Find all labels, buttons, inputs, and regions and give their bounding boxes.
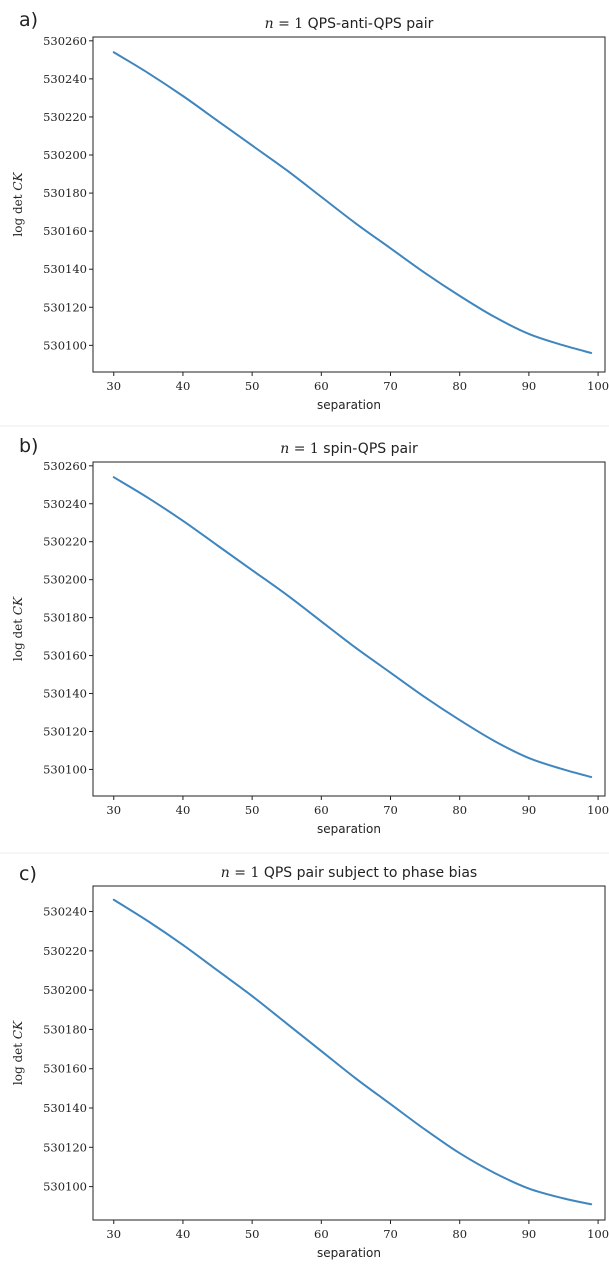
panel-label: b) xyxy=(19,435,38,457)
title-equals: = 1 xyxy=(289,441,323,457)
series-line-1 xyxy=(112,476,593,779)
chart-title: n = 1 QPS pair subject to phase bias xyxy=(221,865,477,881)
x-tick-label: 40 xyxy=(176,803,191,817)
x-tick-label: 60 xyxy=(314,1227,329,1241)
y-tick-label: 530160 xyxy=(43,649,87,663)
x-tick-label: 60 xyxy=(314,379,329,393)
y-tick-label: 530200 xyxy=(43,148,87,162)
y-axis-label: log det CK xyxy=(11,1020,25,1085)
y-tick-label: 530220 xyxy=(43,944,87,958)
x-tick-label: 80 xyxy=(452,1227,467,1241)
y-label-variable: CK xyxy=(11,1020,25,1039)
y-tick-label: 530100 xyxy=(43,338,87,352)
y-tick-label: 530200 xyxy=(43,983,87,997)
x-tick-label: 30 xyxy=(106,379,121,393)
title-text: spin-QPS pair xyxy=(323,441,418,457)
y-tick-label: 530140 xyxy=(43,687,87,701)
y-tick-label: 530120 xyxy=(43,724,87,738)
y-label-variable: CK xyxy=(11,596,25,615)
x-tick-label: 40 xyxy=(176,1227,191,1241)
x-tick-label: 90 xyxy=(522,379,537,393)
y-tick-label: 530220 xyxy=(43,110,87,124)
y-axis-label: log det CK xyxy=(11,596,25,661)
x-tick-label: 50 xyxy=(245,1227,260,1241)
title-variable: n xyxy=(221,865,230,881)
title-equals: = 1 xyxy=(274,16,308,32)
y-tick-label: 530140 xyxy=(43,1101,87,1115)
chart-panel-1: a) n = 1 QPS-anti-QPS pair 30 40 50 60 70 80 90 1… xyxy=(11,9,609,412)
y-tick-label: 530120 xyxy=(43,1140,87,1154)
x-tick-label: 40 xyxy=(176,379,191,393)
y-label-function: log det xyxy=(11,615,25,661)
x-tick-label: 50 xyxy=(245,803,260,817)
y-label-function: log det xyxy=(11,191,25,237)
x-tick-label: 100 xyxy=(587,379,609,393)
series-line-1 xyxy=(112,898,593,1206)
panel-label: a) xyxy=(19,9,38,31)
y-tick-label: 530180 xyxy=(43,611,87,625)
x-axis-label: separation xyxy=(317,398,381,412)
chart-panel-3: c) n = 1 QPS pair subject to phase bias 30… xyxy=(11,863,609,1260)
y-tick-label: 530240 xyxy=(43,905,87,919)
series-line-1 xyxy=(112,51,593,354)
chart-title: n = 1 QPS-anti-QPS pair xyxy=(265,16,434,32)
title-variable: n xyxy=(280,441,289,457)
y-tick-label: 530140 xyxy=(43,262,87,276)
y-tick-label: 530260 xyxy=(43,34,87,48)
y-axis-label: log det CK xyxy=(11,171,25,236)
y-tick-label: 530160 xyxy=(43,224,87,238)
x-tick-label: 30 xyxy=(106,1227,121,1241)
x-tick-label: 60 xyxy=(314,803,329,817)
title-variable: n xyxy=(265,16,274,32)
y-tick-label: 530240 xyxy=(43,497,87,511)
plot-frame xyxy=(92,36,606,373)
y-tick-label: 530120 xyxy=(43,300,87,314)
title-text: QPS pair subject to phase bias xyxy=(264,865,477,881)
y-tick-label: 530100 xyxy=(43,1180,87,1194)
y-tick-label: 530160 xyxy=(43,1062,87,1076)
title-equals: = 1 xyxy=(230,865,264,881)
panel-label: c) xyxy=(19,863,37,885)
plot-frame xyxy=(92,885,606,1221)
x-tick-label: 70 xyxy=(383,1227,398,1241)
x-tick-label: 70 xyxy=(383,803,398,817)
y-label-function: log det xyxy=(11,1039,25,1085)
x-axis-label: separation xyxy=(317,1246,381,1260)
x-tick-label: 100 xyxy=(587,803,609,817)
y-tick-label: 530180 xyxy=(43,1022,87,1036)
x-axis-label: separation xyxy=(317,822,381,836)
title-text: QPS-anti-QPS pair xyxy=(308,16,434,32)
y-label-variable: CK xyxy=(11,171,25,190)
y-tick-label: 530200 xyxy=(43,573,87,587)
x-tick-label: 90 xyxy=(522,1227,537,1241)
chart-title: n = 1 spin-QPS pair xyxy=(280,441,418,457)
y-tick-label: 530100 xyxy=(43,762,87,776)
x-tick-label: 30 xyxy=(106,803,121,817)
x-tick-label: 90 xyxy=(522,803,537,817)
plot-frame xyxy=(92,461,606,797)
y-tick-label: 530220 xyxy=(43,535,87,549)
chart-panel-2: b) n = 1 spin-QPS pair 30 40 50 60 70 80 90 100 53… xyxy=(11,435,609,836)
x-tick-label: 80 xyxy=(452,803,467,817)
x-tick-label: 70 xyxy=(383,379,398,393)
x-tick-label: 50 xyxy=(245,379,260,393)
y-tick-label: 530260 xyxy=(43,459,87,473)
x-tick-label: 100 xyxy=(587,1227,609,1241)
y-tick-label: 530240 xyxy=(43,72,87,86)
x-tick-label: 80 xyxy=(452,379,467,393)
y-tick-label: 530180 xyxy=(43,186,87,200)
